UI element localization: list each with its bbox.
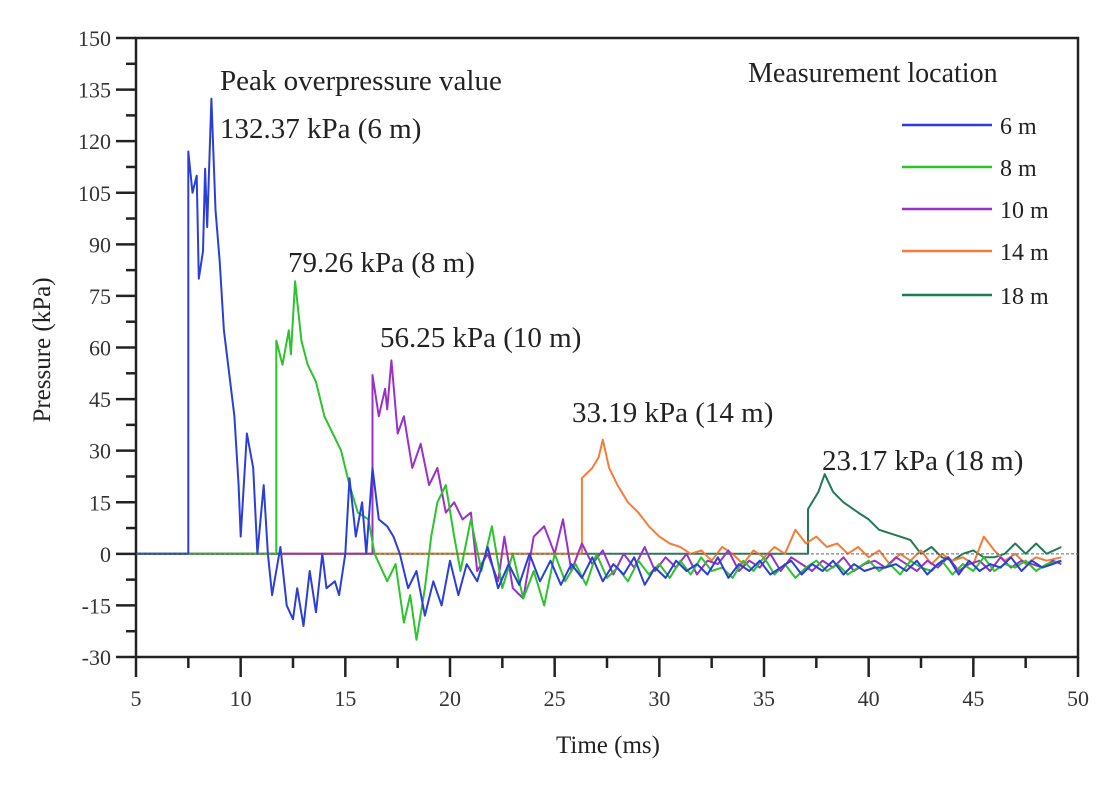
axes-layer: 5 10 15 20 25 30 35 40 45 50 -30 -15 0 15 30 45 60 75 90 10… xyxy=(78,26,1089,711)
x-tick-label: 50 xyxy=(1067,686,1089,711)
y-tick-label: -15 xyxy=(82,593,111,618)
x-tick-label: 20 xyxy=(439,686,461,711)
series-line-6m xyxy=(136,97,1062,627)
legend: 6 m 8 m 10 m 14 m 18 m xyxy=(902,114,1049,310)
annotation-18m: 23.17 kPa (18 m) xyxy=(822,445,1023,477)
annotation-6m: 132.37 kPa (6 m) xyxy=(220,113,421,145)
y-tick-label: 120 xyxy=(78,129,111,154)
annotation-8m: 79.26 kPa (8 m) xyxy=(288,247,475,279)
x-tick-label: 30 xyxy=(648,686,670,711)
y-tick-label: 75 xyxy=(89,284,111,309)
annotation-14m: 33.19 kPa (14 m) xyxy=(572,397,773,429)
y-tick-label: 30 xyxy=(89,439,111,464)
legend-label: 18 m xyxy=(1000,284,1049,310)
annotation-10m: 56.25 kPa (10 m) xyxy=(380,322,581,354)
x-tick-label: 25 xyxy=(544,686,566,711)
x-tick-label: 15 xyxy=(334,686,356,711)
x-axis-label: Time (ms) xyxy=(556,732,660,759)
y-tick-label: 90 xyxy=(89,232,111,257)
legend-label: 10 m xyxy=(1000,198,1049,224)
x-tick-label: 35 xyxy=(753,686,775,711)
y-tick-label: -30 xyxy=(82,645,111,670)
y-tick-label: 0 xyxy=(100,542,111,567)
x-tick-label: 45 xyxy=(962,686,984,711)
x-tick-label: 40 xyxy=(858,686,880,711)
legend-label: 14 m xyxy=(1000,240,1049,266)
y-tick-label: 135 xyxy=(78,78,111,103)
annotation-title: Peak overpressure value xyxy=(220,65,502,97)
x-tick-label: 5 xyxy=(131,686,142,711)
y-tick-label: 15 xyxy=(89,490,111,515)
y-tick-label: 45 xyxy=(89,387,111,412)
y-tick-label: 150 xyxy=(78,26,111,51)
y-tick-label: 60 xyxy=(89,336,111,361)
y-tick-label: 105 xyxy=(78,181,111,206)
series-line-18m xyxy=(136,473,1062,562)
y-axis-label: Pressure (kPa) xyxy=(29,277,56,422)
series-layer xyxy=(136,97,1062,641)
legend-label: 8 m xyxy=(1000,156,1037,182)
legend-label: 6 m xyxy=(1000,114,1037,140)
x-tick-label: 10 xyxy=(230,686,252,711)
legend-title: Measurement location xyxy=(748,58,998,89)
